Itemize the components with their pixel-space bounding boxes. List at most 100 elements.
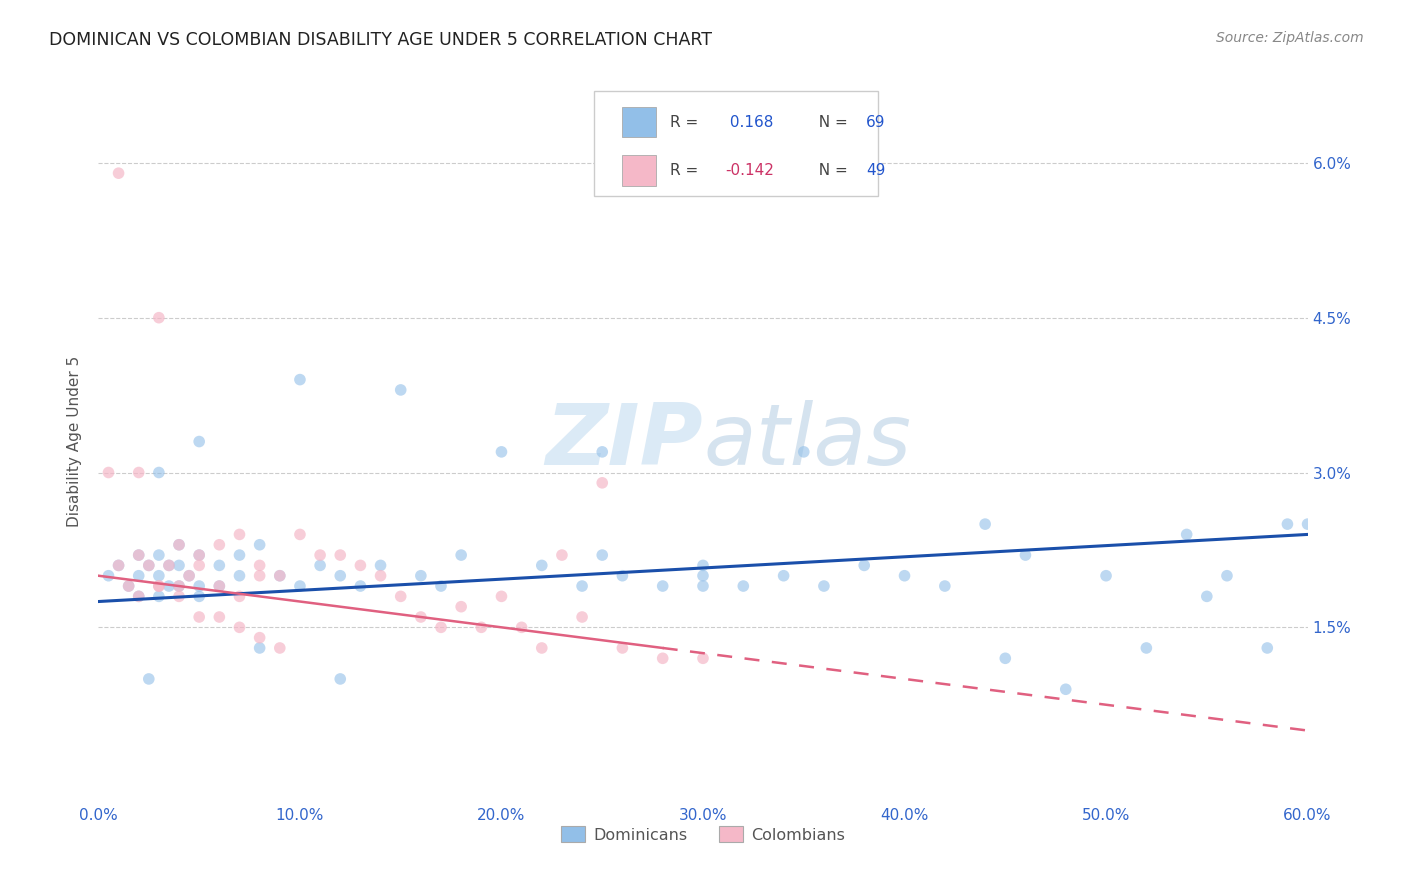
Point xyxy=(249,538,271,552)
Point xyxy=(208,579,231,593)
Point xyxy=(288,373,311,387)
Point xyxy=(148,579,170,593)
Point xyxy=(389,590,412,604)
Point xyxy=(591,475,613,490)
Point xyxy=(813,579,835,593)
Text: ZIP: ZIP xyxy=(546,400,703,483)
Point xyxy=(128,568,150,582)
Point xyxy=(409,610,432,624)
Point xyxy=(934,579,956,593)
Point xyxy=(551,548,574,562)
Point xyxy=(893,568,915,582)
Point xyxy=(450,548,472,562)
Point xyxy=(148,310,170,325)
Point xyxy=(571,579,593,593)
Point xyxy=(1256,640,1278,655)
Point xyxy=(188,548,211,562)
Point xyxy=(138,558,160,573)
Point xyxy=(1135,640,1157,655)
Point xyxy=(167,579,190,593)
Point xyxy=(148,466,170,480)
Point xyxy=(128,548,150,562)
Point xyxy=(179,568,201,582)
FancyBboxPatch shape xyxy=(595,91,879,196)
Point xyxy=(692,651,714,665)
Point xyxy=(772,568,794,582)
Point xyxy=(228,590,250,604)
Point xyxy=(188,590,211,604)
Point xyxy=(430,579,453,593)
Point xyxy=(188,558,211,573)
Point xyxy=(157,558,180,573)
Point xyxy=(148,548,170,562)
Point xyxy=(591,445,613,459)
FancyBboxPatch shape xyxy=(621,155,655,186)
Point xyxy=(128,590,150,604)
Point xyxy=(118,579,141,593)
Text: R =: R = xyxy=(671,115,703,129)
Point xyxy=(591,548,613,562)
Point xyxy=(269,568,291,582)
Text: atlas: atlas xyxy=(703,400,911,483)
Point xyxy=(208,610,231,624)
Point xyxy=(188,548,211,562)
Point xyxy=(107,558,129,573)
Point xyxy=(228,568,250,582)
Point xyxy=(167,590,190,604)
Point xyxy=(470,620,492,634)
Point xyxy=(167,538,190,552)
Point xyxy=(329,568,352,582)
Point xyxy=(530,640,553,655)
FancyBboxPatch shape xyxy=(621,107,655,137)
Point xyxy=(309,558,332,573)
Point xyxy=(208,538,231,552)
Point xyxy=(269,568,291,582)
Point xyxy=(157,579,180,593)
Point xyxy=(1277,517,1299,532)
Point xyxy=(510,620,533,634)
Point xyxy=(1175,527,1198,541)
Point xyxy=(249,640,271,655)
Point xyxy=(571,610,593,624)
Point xyxy=(1095,568,1118,582)
Point xyxy=(974,517,997,532)
Point xyxy=(329,548,352,562)
Point xyxy=(491,445,513,459)
Point xyxy=(269,640,291,655)
Point xyxy=(97,466,120,480)
Point xyxy=(128,548,150,562)
Point xyxy=(491,590,513,604)
Point xyxy=(208,579,231,593)
Point xyxy=(249,568,271,582)
Point xyxy=(228,620,250,634)
Text: 49: 49 xyxy=(866,163,886,178)
Point xyxy=(450,599,472,614)
Point xyxy=(389,383,412,397)
Text: N =: N = xyxy=(810,163,853,178)
Point xyxy=(167,558,190,573)
Point xyxy=(692,568,714,582)
Point xyxy=(430,620,453,634)
Point xyxy=(1014,548,1036,562)
Legend: Dominicans, Colombians: Dominicans, Colombians xyxy=(555,820,851,849)
Point xyxy=(612,568,634,582)
Point xyxy=(138,558,160,573)
Point xyxy=(249,631,271,645)
Point xyxy=(118,579,141,593)
Point xyxy=(107,166,129,180)
Point xyxy=(249,558,271,573)
Point xyxy=(1054,682,1077,697)
Point xyxy=(179,568,201,582)
Text: R =: R = xyxy=(671,163,703,178)
Point xyxy=(208,558,231,573)
Point xyxy=(409,568,432,582)
Point xyxy=(651,579,673,593)
Point xyxy=(188,579,211,593)
Point xyxy=(228,548,250,562)
Point xyxy=(733,579,755,593)
Y-axis label: Disability Age Under 5: Disability Age Under 5 xyxy=(67,356,83,527)
Point xyxy=(692,558,714,573)
Point xyxy=(148,590,170,604)
Text: 0.168: 0.168 xyxy=(724,115,773,129)
Text: Source: ZipAtlas.com: Source: ZipAtlas.com xyxy=(1216,31,1364,45)
